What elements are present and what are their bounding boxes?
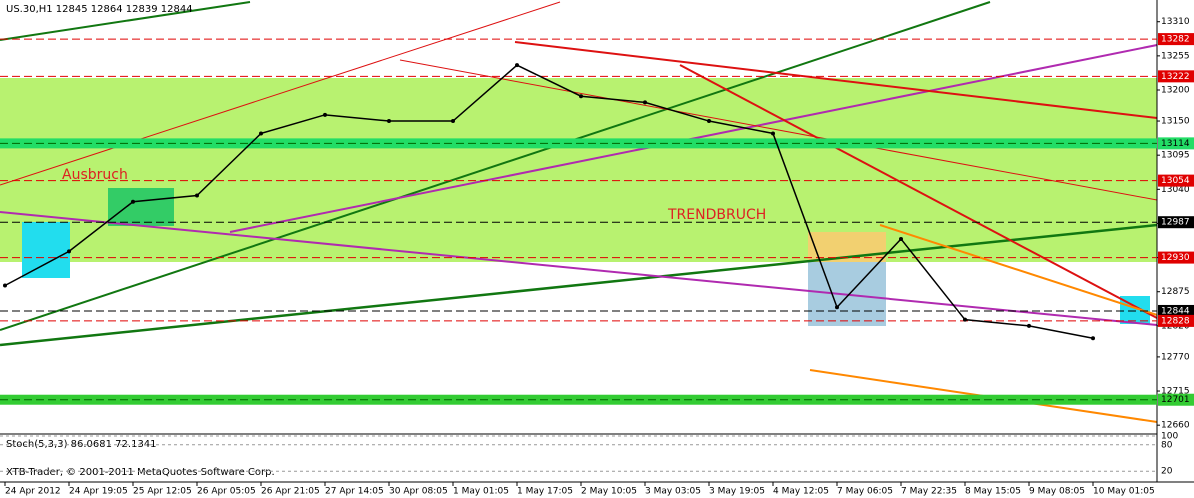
x-tick-label: 26 Apr 05:05 xyxy=(197,487,256,497)
y-tick-label: 12715 xyxy=(1161,387,1190,397)
level-label-box xyxy=(1158,251,1194,264)
x-tick-label: 4 May 12:05 xyxy=(773,487,829,497)
price-point xyxy=(579,94,583,99)
price-point xyxy=(323,112,327,117)
level-label: 13282 xyxy=(1161,35,1190,45)
x-tick-label: 30 Apr 08:05 xyxy=(389,487,448,497)
annotation: TRENDBRUCH xyxy=(667,207,766,223)
price-point xyxy=(771,131,775,136)
y-tick-label: 13310 xyxy=(1161,17,1190,27)
level-label-box xyxy=(1158,393,1194,406)
x-tick-label: 9 May 08:05 xyxy=(1029,487,1085,497)
price-point xyxy=(899,236,903,241)
y-tick-label: 12660 xyxy=(1161,421,1190,431)
indicator-tick-label: 100 xyxy=(1161,432,1178,442)
x-tick-label: 25 Apr 12:05 xyxy=(133,487,192,497)
zone xyxy=(22,222,70,278)
trendline xyxy=(879,224,1158,316)
level-label: 12844 xyxy=(1161,306,1190,316)
zone xyxy=(0,78,1157,262)
y-tick-label: 13150 xyxy=(1161,117,1190,127)
price-point xyxy=(515,63,519,68)
trendline xyxy=(0,223,1158,347)
trendline xyxy=(0,1,561,186)
chart-title: US.30,H1 12845 12864 12839 12844 xyxy=(6,4,193,15)
price-point xyxy=(387,119,391,124)
trendline xyxy=(514,41,1158,119)
x-tick-label: 26 Apr 21:05 xyxy=(261,487,320,497)
y-tick-label: 13255 xyxy=(1161,51,1190,61)
y-tick-label: 13095 xyxy=(1161,151,1190,161)
x-tick-label: 24 Apr 2012 xyxy=(5,487,61,497)
indicator-tick-label: 20 xyxy=(1161,467,1173,477)
annotation: Ausbruch xyxy=(62,167,128,183)
price-point xyxy=(1027,323,1031,328)
x-tick-label: 8 May 15:05 xyxy=(965,487,1021,497)
level-label-box xyxy=(1158,137,1194,150)
level-label-box xyxy=(1158,314,1194,327)
price-point xyxy=(3,283,7,288)
indicator-tick-label: 80 xyxy=(1161,440,1173,450)
trendline xyxy=(399,59,1158,201)
level-label: 12987 xyxy=(1161,218,1190,228)
trendline xyxy=(0,211,1158,326)
price-point xyxy=(835,305,839,310)
y-tick-label: 12770 xyxy=(1161,352,1190,362)
trendline xyxy=(0,1,251,41)
level-label: 13222 xyxy=(1161,72,1190,82)
level-label-box xyxy=(1158,70,1194,83)
trendline xyxy=(0,1,991,331)
x-tick-label: 2 May 10:05 xyxy=(581,487,637,497)
price-point xyxy=(195,193,199,198)
x-tick-label: 1 May 01:05 xyxy=(453,487,509,497)
x-tick-label: 3 May 03:05 xyxy=(645,487,701,497)
level-label: 12828 xyxy=(1161,316,1190,326)
price-line xyxy=(4,64,1094,340)
level-label-box xyxy=(1158,216,1194,229)
zone xyxy=(108,188,174,226)
footer: XTB-Trader, © 2001-2011 MetaQuotes Softw… xyxy=(6,467,275,478)
price-point xyxy=(643,100,647,105)
level-label: 12701 xyxy=(1161,395,1190,405)
price-point xyxy=(707,119,711,124)
x-tick-label: 24 Apr 19:05 xyxy=(69,487,128,497)
price-point xyxy=(963,317,967,322)
level-label: 12930 xyxy=(1161,253,1190,263)
trendline xyxy=(679,64,1158,319)
level-label-box xyxy=(1158,304,1194,317)
level-label-box xyxy=(1158,33,1194,46)
y-tick-label: 13200 xyxy=(1161,86,1190,96)
x-tick-label: 27 Apr 14:05 xyxy=(325,487,384,497)
x-tick-label: 10 May 01:05 xyxy=(1093,487,1155,497)
x-tick-label: 7 May 06:05 xyxy=(837,487,893,497)
x-tick-label: 3 May 19:05 xyxy=(709,487,765,497)
price-point xyxy=(259,131,263,136)
indicator-label: Stoch(5,3,3) 86.0681 72.1341 xyxy=(6,439,157,450)
price-point xyxy=(67,249,71,254)
level-label: 13114 xyxy=(1161,139,1190,149)
price-point xyxy=(1091,336,1095,341)
y-tick-label: 13040 xyxy=(1161,185,1190,195)
price-point xyxy=(131,199,135,204)
x-tick-label: 1 May 17:05 xyxy=(517,487,573,497)
y-tick-label: 12875 xyxy=(1161,287,1190,297)
x-tick-label: 7 May 22:35 xyxy=(901,487,957,497)
price-point xyxy=(451,119,455,124)
level-label: 13054 xyxy=(1161,176,1190,186)
level-label-box xyxy=(1158,174,1194,187)
